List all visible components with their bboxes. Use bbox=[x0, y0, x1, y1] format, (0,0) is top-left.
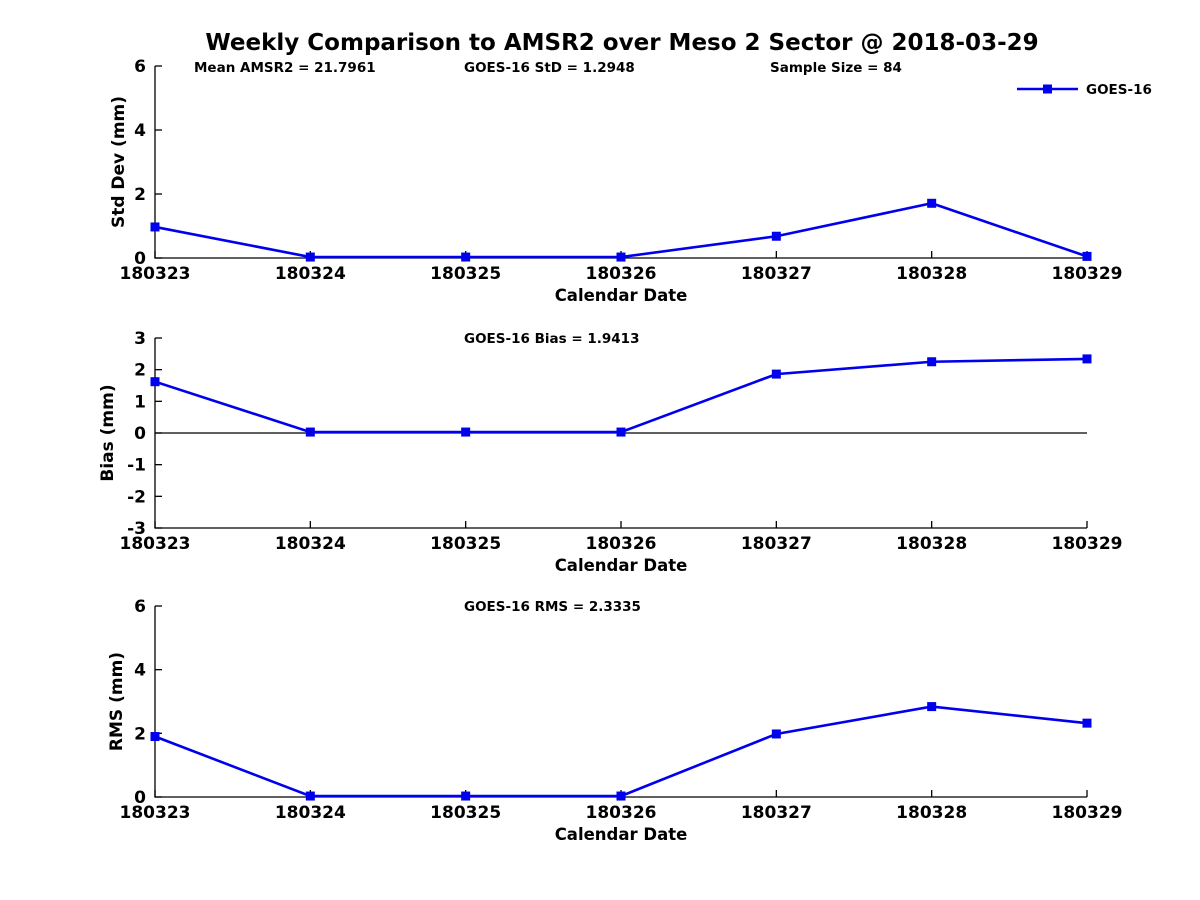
x-tick-label: 180329 bbox=[1052, 534, 1123, 554]
legend-marker-icon bbox=[1043, 84, 1052, 94]
annotation: Mean AMSR2 = 21.7961 bbox=[194, 60, 376, 76]
y-tick-label: -1 bbox=[127, 456, 146, 476]
x-tick-label: 180325 bbox=[430, 264, 501, 284]
legend: GOES-16 bbox=[1017, 82, 1152, 98]
data-marker bbox=[771, 369, 781, 379]
data-line bbox=[154, 705, 1088, 798]
x-tick-label: 180323 bbox=[120, 534, 191, 554]
y-tick-label: 4 bbox=[134, 661, 146, 681]
data-marker bbox=[461, 427, 471, 437]
data-marker bbox=[305, 427, 315, 437]
data-line bbox=[154, 201, 1088, 259]
annotation: GOES-16 StD = 1.2948 bbox=[464, 60, 635, 76]
x-axis-label: Calendar Date bbox=[555, 286, 688, 305]
subplot-bias-mm: -3 -2 -1 0 1 2 3 180323 180324 180325 180326 180327… bbox=[98, 329, 1122, 575]
x-tick-label: 180324 bbox=[275, 264, 346, 284]
data-marker bbox=[771, 231, 781, 241]
data-marker bbox=[616, 252, 626, 262]
data-marker bbox=[150, 732, 160, 742]
x-tick-label: 180325 bbox=[430, 534, 501, 554]
y-tick-label: 0 bbox=[134, 788, 146, 808]
data-marker bbox=[150, 222, 160, 232]
y-tick-label: 6 bbox=[134, 597, 146, 617]
subplot-title: GOES-16 Bias = 1.9413 bbox=[464, 331, 639, 347]
y-tick-label: 3 bbox=[134, 329, 146, 349]
data-marker bbox=[927, 357, 937, 367]
axis-lines bbox=[154, 66, 1087, 259]
x-tick-label: 180328 bbox=[896, 803, 967, 823]
data-marker bbox=[616, 791, 626, 801]
annotation: Sample Size = 84 bbox=[770, 60, 902, 76]
x-tick-label: 180324 bbox=[275, 534, 346, 554]
x-tick-label: 180329 bbox=[1052, 803, 1123, 823]
x-tick-label: 180328 bbox=[896, 264, 967, 284]
x-tick-label: 180324 bbox=[275, 803, 346, 823]
y-tick-label: -2 bbox=[127, 487, 146, 507]
x-tick-label: 180328 bbox=[896, 534, 967, 554]
y-tick-label: 6 bbox=[134, 57, 146, 77]
data-marker bbox=[616, 427, 626, 437]
data-marker bbox=[461, 252, 471, 262]
x-tick-label: 180323 bbox=[120, 264, 191, 284]
data-marker bbox=[927, 198, 937, 208]
axis-lines bbox=[154, 606, 1087, 798]
y-axis-label: Std Dev (mm) bbox=[109, 96, 129, 228]
data-marker bbox=[150, 377, 160, 387]
y-tick-label: 2 bbox=[134, 724, 146, 744]
x-tick-label: 180323 bbox=[120, 803, 191, 823]
data-line bbox=[154, 357, 1088, 434]
subplot-std-dev-mm: 0 2 4 6 180323 180324 180325 180326 180327 180328… bbox=[109, 57, 1152, 305]
y-tick-label: 0 bbox=[134, 249, 146, 269]
y-tick-label: 2 bbox=[134, 185, 146, 205]
data-marker bbox=[1082, 251, 1092, 261]
y-tick-label: -3 bbox=[127, 519, 146, 539]
data-marker bbox=[461, 791, 471, 801]
y-tick-label: 2 bbox=[134, 361, 146, 381]
x-tick-label: 180327 bbox=[741, 264, 812, 284]
data-marker bbox=[927, 702, 937, 712]
x-tick-label: 180325 bbox=[430, 803, 501, 823]
legend-label: GOES-16 bbox=[1086, 82, 1152, 98]
x-axis-label: Calendar Date bbox=[555, 825, 688, 844]
x-axis-label: Calendar Date bbox=[555, 556, 688, 575]
data-marker bbox=[1082, 718, 1092, 728]
data-marker bbox=[305, 252, 315, 262]
data-marker bbox=[771, 729, 781, 739]
figure-title: Weekly Comparison to AMSR2 over Meso 2 S… bbox=[205, 30, 1039, 56]
subplot-rms-mm: 0 2 4 6 180323 180324 180325 180326 180327 180328… bbox=[107, 597, 1122, 844]
y-axis-label: RMS (mm) bbox=[107, 652, 127, 751]
x-tick-label: 180326 bbox=[586, 264, 657, 284]
x-tick-label: 180327 bbox=[741, 534, 812, 554]
subplot-title: GOES-16 RMS = 2.3335 bbox=[464, 599, 641, 615]
y-tick-label: 0 bbox=[134, 424, 146, 444]
data-marker bbox=[305, 791, 315, 801]
y-tick-label: 1 bbox=[134, 392, 146, 412]
x-tick-label: 180326 bbox=[586, 803, 657, 823]
x-tick-label: 180327 bbox=[741, 803, 812, 823]
y-axis-label: Bias (mm) bbox=[98, 384, 118, 481]
data-marker bbox=[1082, 354, 1092, 364]
x-tick-label: 180329 bbox=[1052, 264, 1123, 284]
y-tick-label: 4 bbox=[134, 121, 146, 141]
x-tick-label: 180326 bbox=[586, 534, 657, 554]
